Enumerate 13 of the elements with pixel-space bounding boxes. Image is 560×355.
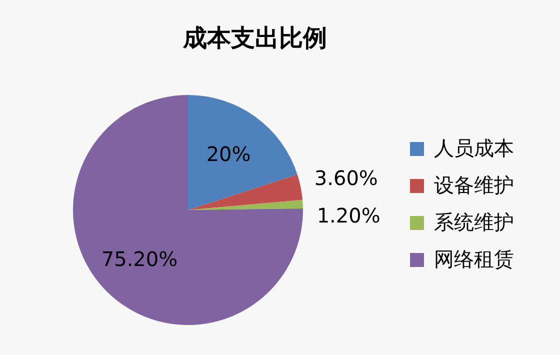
legend-label: 人员成本 <box>434 135 514 162</box>
data-label: 20% <box>206 142 251 166</box>
pie-slice <box>73 95 303 325</box>
pie-slice <box>188 174 303 210</box>
pie-slice <box>188 95 298 210</box>
legend-label: 系统维护 <box>434 209 514 236</box>
legend-label: 设备维护 <box>434 172 514 199</box>
pie-slice <box>188 200 303 210</box>
chart-title: 成本支出比例 <box>182 23 328 54</box>
data-label: 1.20% <box>316 204 380 228</box>
data-label: 75.20% <box>101 247 178 272</box>
legend-label: 网络租赁 <box>434 246 514 273</box>
data-label: 3.60% <box>314 166 378 190</box>
